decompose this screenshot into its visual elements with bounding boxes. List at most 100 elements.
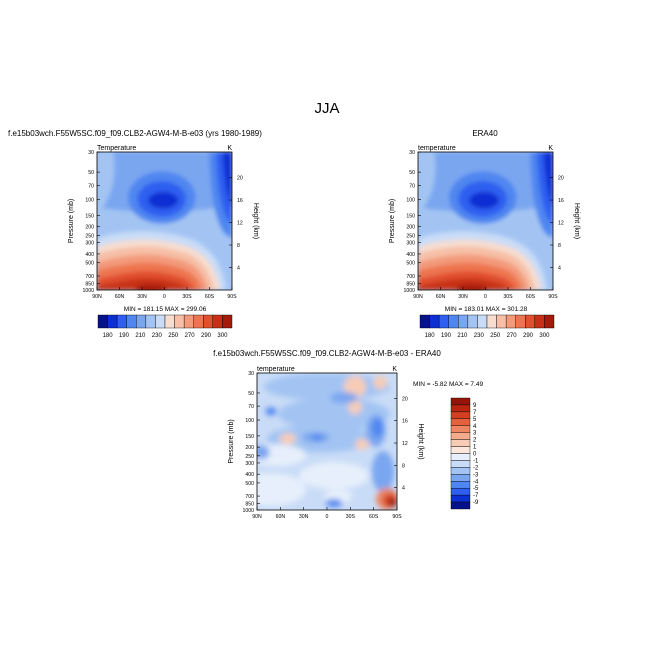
warm-layer — [97, 278, 191, 290]
x-tick-label: 90S — [392, 514, 402, 520]
colorbar-box — [486, 314, 497, 329]
temperature-field — [97, 152, 232, 290]
colorbar-box — [450, 432, 471, 440]
colorbar-box — [183, 314, 194, 329]
y-tick-label: 850 — [406, 282, 415, 288]
temperature-field — [418, 152, 553, 290]
right-axis-label: Height (km) — [417, 423, 424, 459]
contour-region — [355, 438, 369, 450]
panel-subtitle-left: temperature — [257, 366, 295, 373]
contour-region — [278, 397, 390, 431]
contour-region — [343, 375, 367, 398]
y-tick-label: 150 — [245, 434, 254, 440]
colorbar-box — [145, 314, 156, 329]
contour-region — [329, 392, 358, 404]
y-tick-label: 70 — [248, 404, 254, 410]
x-tick-label: 90N — [252, 514, 262, 520]
colorbar-label: 290 — [201, 333, 212, 339]
plot-frame — [96, 151, 233, 291]
y-tick-label: 250 — [245, 454, 254, 460]
colorbar-box — [450, 425, 471, 433]
band-north — [97, 152, 115, 215]
y-tick-label: 700 — [406, 274, 415, 280]
colorbar-box — [450, 439, 471, 447]
warm-layer — [418, 278, 512, 290]
y-tick-label: 1000 — [82, 288, 94, 294]
cold-core-inner — [148, 192, 178, 209]
colorbar-label: 3 — [473, 431, 477, 437]
field-contours — [418, 152, 553, 290]
colorbar-label: 290 — [523, 333, 534, 339]
colorbar-box — [534, 314, 545, 329]
plot-frame — [256, 372, 398, 511]
colorbar-box — [193, 314, 204, 329]
y-axis-label: Pressure (mb) — [228, 419, 235, 463]
y-tick-label: 200 — [406, 225, 415, 231]
colorbar-label: 300 — [217, 333, 228, 339]
colorbar-label: -1 — [473, 458, 479, 464]
x-tick-label: 60S — [205, 294, 215, 300]
colorbar-box — [136, 314, 147, 329]
colorbar-box — [174, 314, 185, 329]
field-contours — [97, 152, 232, 290]
colorbar-label: 250 — [168, 333, 179, 339]
stats-label: MIN = 183.01 MAX = 301.28 — [445, 306, 528, 313]
colorbar-box — [450, 460, 471, 468]
right-tick-label: 12 — [237, 221, 243, 227]
contour-region — [264, 373, 390, 401]
x-tick-label: 30S — [503, 294, 513, 300]
contour-region — [325, 499, 343, 508]
y-tick-label: 30 — [88, 150, 94, 156]
y-tick-label: 50 — [88, 170, 94, 176]
plot-frame — [417, 151, 554, 291]
right-tick-label: 4 — [237, 266, 240, 272]
colorbar-box — [450, 397, 471, 406]
colorbar-label: 300 — [539, 333, 550, 339]
band-north — [418, 152, 436, 215]
panel-subtitle-right: K — [392, 366, 397, 373]
right-tick-label: 16 — [402, 419, 408, 425]
x-tick-label: 90S — [548, 294, 558, 300]
colorbar-label: -9 — [473, 500, 479, 506]
y-tick-label: 30 — [248, 371, 254, 377]
colorbar-label: 9 — [473, 403, 477, 409]
colorbar-box — [450, 494, 471, 503]
colorbar-box — [450, 501, 471, 510]
colorbar-box — [450, 474, 471, 482]
colorbar-label: 230 — [474, 333, 485, 339]
panel-title: ERA40 — [472, 129, 498, 138]
colorbar-box — [450, 446, 471, 454]
y-tick-label: 500 — [406, 261, 415, 267]
panel-title: f.e15b03wch.F55W5SC.f09_f09.CLB2-AGW4-M-… — [8, 129, 262, 138]
x-tick-label: 90N — [92, 294, 102, 300]
y-axis-label: Pressure (mb) — [389, 199, 396, 243]
panel-difference: f.e15b03wch.F55W5SC.f09_f09.CLB2-AGW4-M-… — [213, 349, 483, 520]
x-tick-label: 0 — [484, 294, 487, 300]
right-tick-label: 16 — [237, 198, 243, 204]
cold-core-inner — [469, 192, 499, 209]
contour-region — [257, 445, 270, 460]
contour-region — [373, 375, 388, 390]
colorbar-box — [450, 418, 471, 426]
x-tick-label: 30S — [182, 294, 192, 300]
contour-region — [265, 407, 277, 416]
colorbar-box — [438, 314, 449, 329]
field-contours — [257, 373, 397, 510]
colorbar-label: -5 — [473, 486, 479, 492]
y-tick-label: 100 — [85, 197, 94, 203]
colorbar-box — [544, 314, 555, 329]
warm-core — [134, 284, 168, 290]
y-tick-label: 400 — [85, 252, 94, 258]
y-tick-label: 250 — [406, 233, 415, 239]
right-tick-label: 8 — [558, 243, 561, 249]
y-tick-label: 1000 — [242, 508, 254, 514]
colorbar-box — [450, 481, 471, 489]
right-tick-label: 20 — [558, 176, 564, 182]
colorbar-label: 1 — [473, 445, 477, 451]
colorbar-box — [126, 314, 137, 329]
y-tick-label: 200 — [85, 225, 94, 231]
y-tick-label: 100 — [245, 418, 254, 424]
colorbar-label: 5 — [473, 417, 477, 423]
colorbar-box — [450, 404, 471, 413]
y-tick-label: 500 — [245, 481, 254, 487]
